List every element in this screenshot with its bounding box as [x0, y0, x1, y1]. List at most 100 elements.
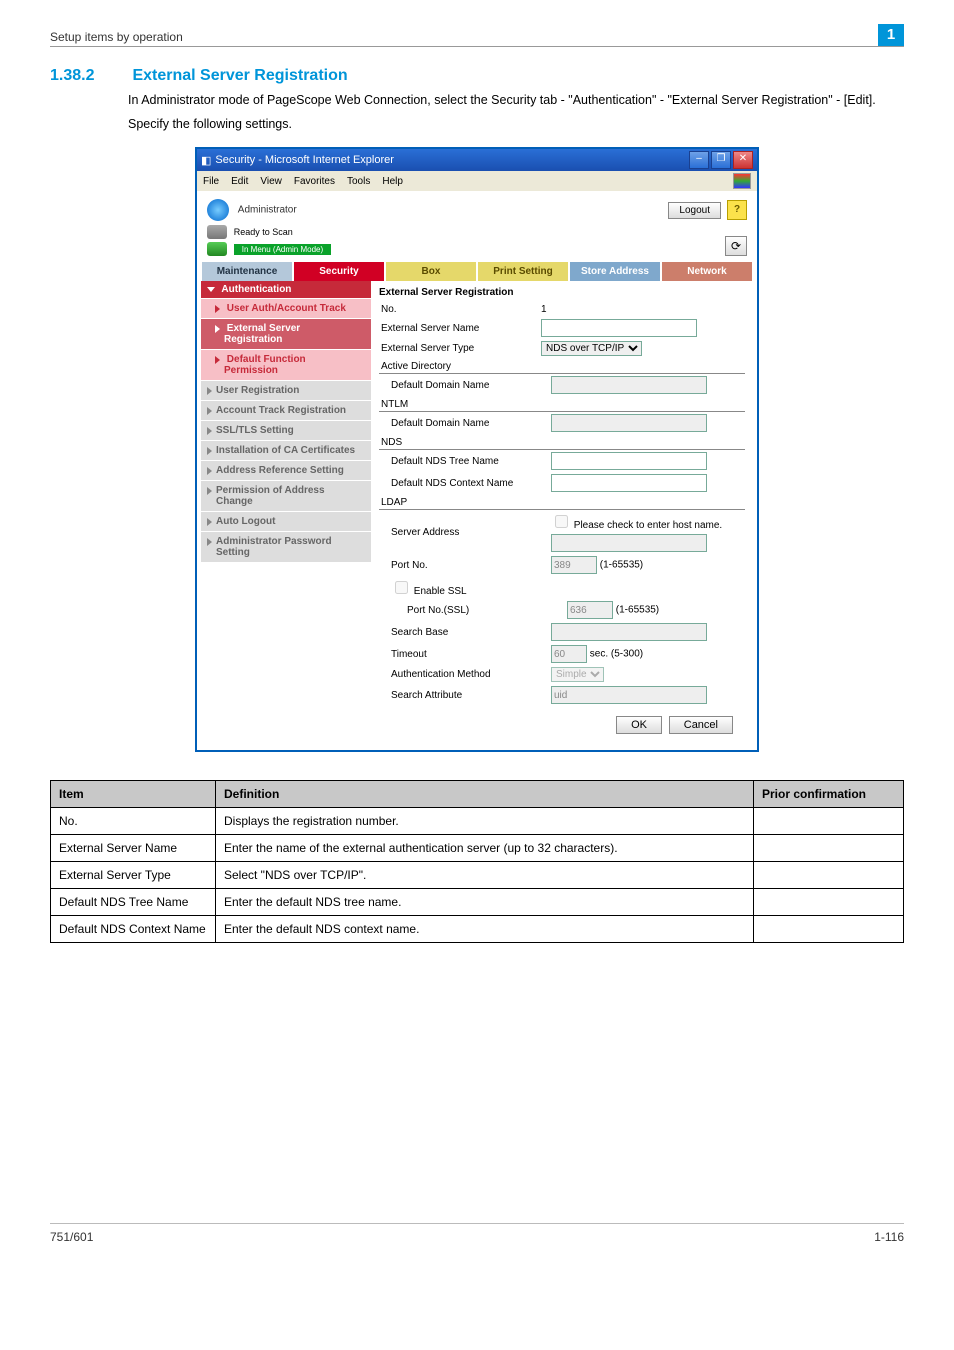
label-auth-method: Authentication Method: [379, 669, 551, 680]
label-hostname-chk: Please check to enter host name.: [574, 520, 722, 531]
ie-menubar: File Edit View Favorites Tools Help: [197, 171, 757, 191]
sidebar-item-ext-server[interactable]: External Server Registration: [201, 318, 371, 349]
ie-flag-icon: [733, 173, 751, 189]
input-srv-addr: [551, 534, 707, 552]
menu-view[interactable]: View: [260, 176, 282, 187]
window-title: Security - Microsoft Internet Explorer: [215, 154, 689, 166]
menu-tools[interactable]: Tools: [347, 176, 370, 187]
chevron-right-icon: [207, 538, 212, 546]
table-row: Default NDS Context NameEnter the defaul…: [51, 916, 904, 943]
chevron-right-icon: [207, 447, 212, 455]
window-max-btn[interactable]: ❐: [711, 151, 731, 169]
sidebar-group-auth[interactable]: Authentication: [201, 281, 371, 298]
tab-store[interactable]: Store Address: [570, 262, 660, 281]
input-port: [551, 556, 597, 574]
footer-right: 1-116: [874, 1230, 904, 1244]
select-auth-method: Simple: [551, 667, 604, 682]
footer-left: 751/601: [50, 1230, 93, 1244]
heading-title: External Server Registration: [132, 67, 347, 84]
label-no: No.: [379, 304, 541, 315]
tab-maintenance[interactable]: Maintenance: [202, 262, 292, 281]
subsec-nds: NDS: [379, 436, 745, 450]
help-button[interactable]: ?: [727, 200, 747, 220]
input-search-base: [551, 623, 707, 641]
input-port-ssl: [567, 601, 613, 619]
admin-label: Administrator: [238, 205, 297, 216]
label-ad-domain: Default Domain Name: [379, 380, 551, 391]
logout-button[interactable]: Logout: [668, 202, 721, 219]
subsec-ntlm: NTLM: [379, 398, 745, 412]
ie-icon: ◧: [201, 154, 211, 167]
input-ntlm-domain: [551, 414, 707, 432]
label-ext-type: External Server Type: [379, 343, 541, 354]
tab-box[interactable]: Box: [386, 262, 476, 281]
chk-enable-ssl: [395, 581, 408, 594]
label-nds-tree: Default NDS Tree Name: [379, 456, 551, 467]
label-ext-name: External Server Name: [379, 323, 541, 334]
sidebar-item-acct-track[interactable]: Account Track Registration: [201, 400, 371, 420]
chevron-right-icon: [215, 325, 220, 333]
label-ntlm-domain: Default Domain Name: [379, 418, 551, 429]
tab-network[interactable]: Network: [662, 262, 752, 281]
select-ext-type[interactable]: NDS over TCP/IP: [541, 341, 642, 356]
sidebar-item-ssl[interactable]: SSL/TLS Setting: [201, 420, 371, 440]
label-enable-ssl: Enable SSL: [379, 578, 551, 597]
label-search-attr: Search Attribute: [379, 690, 551, 701]
top-badge: 1: [878, 24, 904, 46]
sidebar-item-user-reg[interactable]: User Registration: [201, 380, 371, 400]
menu-help[interactable]: Help: [382, 176, 403, 187]
tab-security[interactable]: Security: [294, 262, 384, 281]
chevron-right-icon: [207, 407, 212, 415]
globe-icon: [207, 199, 229, 221]
value-no: 1: [541, 304, 745, 315]
tab-print[interactable]: Print Setting: [478, 262, 568, 281]
th-def: Definition: [216, 781, 754, 808]
refresh-button[interactable]: ⟳: [725, 236, 747, 256]
sidebar-item-user-auth[interactable]: User Auth/Account Track: [201, 298, 371, 318]
chk-hostname: [555, 515, 568, 528]
chevron-down-icon: [207, 287, 215, 292]
input-search-attr: [551, 686, 707, 704]
menu-edit[interactable]: Edit: [231, 176, 248, 187]
definition-table: Item Definition Prior confirmation No.Di…: [50, 780, 904, 943]
ok-button[interactable]: OK: [616, 716, 662, 734]
input-nds-ctx[interactable]: [551, 474, 707, 492]
window-close-btn[interactable]: ✕: [733, 151, 753, 169]
sidebar-item-default-func[interactable]: Default Function Permission: [201, 349, 371, 380]
label-timeout-unit: sec. (5-300): [590, 649, 643, 660]
input-timeout: [551, 645, 587, 663]
menu-favorites[interactable]: Favorites: [294, 176, 335, 187]
sidebar-item-addr-ref[interactable]: Address Reference Setting: [201, 460, 371, 480]
sidebar-item-admin-pw[interactable]: Administrator PasswordSetting: [201, 531, 371, 562]
sidebar-item-auto-logout[interactable]: Auto Logout: [201, 511, 371, 531]
table-row: Default NDS Tree NameEnter the default N…: [51, 889, 904, 916]
label-timeout: Timeout: [379, 649, 551, 660]
printer-icon: [207, 225, 227, 239]
chevron-right-icon: [207, 467, 212, 475]
table-row: External Server TypeSelect "NDS over TCP…: [51, 862, 904, 889]
menu-file[interactable]: File: [203, 176, 219, 187]
window-min-btn[interactable]: –: [689, 151, 709, 169]
subsec-ldap: LDAP: [379, 496, 745, 510]
sidebar-item-ca[interactable]: Installation of CA Certificates: [201, 440, 371, 460]
chevron-right-icon: [207, 487, 212, 495]
label-search-base: Search Base: [379, 627, 551, 638]
label-port: Port No.: [379, 560, 551, 571]
chevron-right-icon: [207, 427, 212, 435]
sidebar-item-perm-addr[interactable]: Permission of AddressChange: [201, 480, 371, 511]
top-section-label: Setup items by operation: [50, 30, 183, 44]
intro-2: Specify the following settings.: [128, 115, 904, 133]
label-port-range: (1-65535): [600, 560, 643, 571]
mode-icon: [207, 242, 227, 256]
mode-band: In Menu (Admin Mode): [234, 244, 331, 255]
chevron-right-icon: [207, 387, 212, 395]
table-row: External Server NameEnter the name of th…: [51, 835, 904, 862]
input-ext-name[interactable]: [541, 319, 697, 337]
label-nds-ctx: Default NDS Context Name: [379, 478, 551, 489]
subsec-ad: Active Directory: [379, 360, 745, 374]
label-srv-addr: Server Address: [379, 527, 551, 538]
chevron-right-icon: [215, 356, 220, 364]
cancel-button[interactable]: Cancel: [669, 716, 733, 734]
screenshot-window: ◧ Security - Microsoft Internet Explorer…: [195, 147, 759, 752]
input-nds-tree[interactable]: [551, 452, 707, 470]
